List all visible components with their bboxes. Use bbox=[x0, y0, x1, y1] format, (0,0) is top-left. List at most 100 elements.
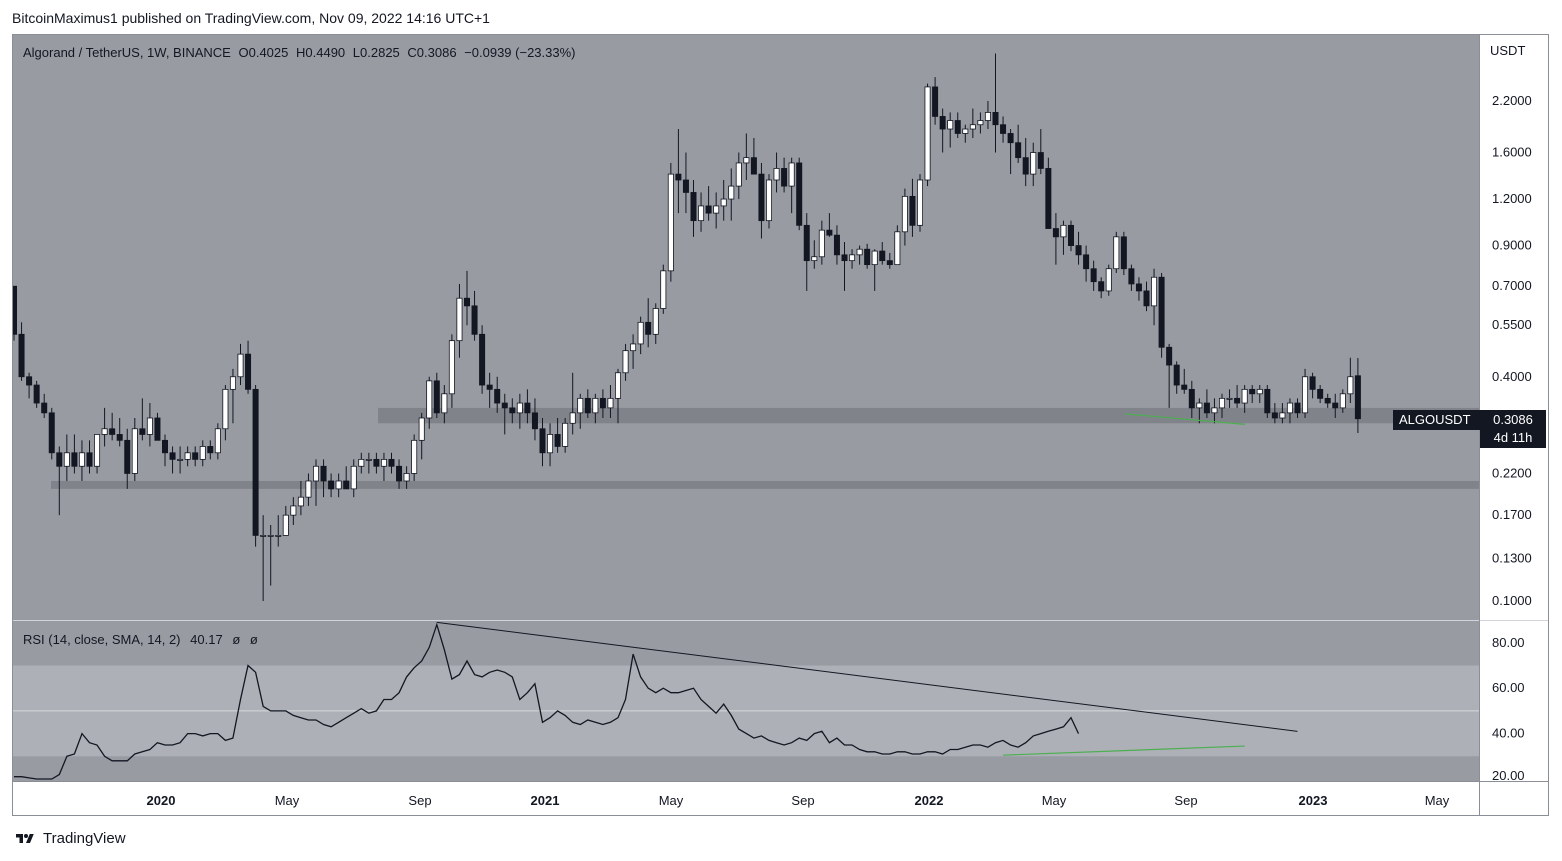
candle[interactable] bbox=[403, 466, 410, 489]
candle[interactable] bbox=[184, 446, 191, 467]
candle[interactable] bbox=[1226, 389, 1233, 408]
chart-svg[interactable]: USDT 2.2000 1.6000 1.2000 0.9000 0.7000 0.5500… bbox=[13, 35, 1548, 815]
candle[interactable] bbox=[305, 473, 312, 506]
candle[interactable] bbox=[479, 325, 486, 394]
candle[interactable] bbox=[758, 162, 765, 239]
candle[interactable] bbox=[592, 393, 599, 424]
candle[interactable] bbox=[1173, 361, 1180, 394]
candle[interactable] bbox=[1271, 403, 1278, 424]
candle[interactable] bbox=[1354, 358, 1361, 434]
candle[interactable] bbox=[71, 434, 78, 474]
candle[interactable] bbox=[1143, 281, 1150, 312]
candle[interactable] bbox=[177, 446, 184, 474]
candle[interactable] bbox=[705, 186, 712, 221]
candle[interactable] bbox=[569, 372, 576, 435]
candle[interactable] bbox=[947, 112, 954, 148]
candle[interactable] bbox=[312, 459, 319, 506]
candle[interactable] bbox=[154, 412, 161, 441]
candle[interactable] bbox=[826, 213, 833, 237]
candle[interactable] bbox=[1211, 398, 1218, 424]
candle[interactable] bbox=[984, 101, 991, 130]
candle[interactable] bbox=[1294, 398, 1301, 418]
candle[interactable] bbox=[577, 393, 584, 429]
candle[interactable] bbox=[932, 77, 939, 125]
candle[interactable] bbox=[539, 417, 546, 467]
candle[interactable] bbox=[728, 168, 735, 221]
candle[interactable] bbox=[818, 220, 825, 265]
candle[interactable] bbox=[13, 285, 17, 341]
footer-brand[interactable]: TradingView bbox=[13, 830, 126, 847]
candle[interactable] bbox=[630, 334, 637, 369]
candle[interactable] bbox=[1196, 398, 1203, 424]
candle[interactable] bbox=[1264, 385, 1271, 418]
candle[interactable] bbox=[879, 242, 886, 265]
candle[interactable] bbox=[275, 515, 282, 547]
candle[interactable] bbox=[18, 322, 25, 381]
candle[interactable] bbox=[335, 473, 342, 498]
candle[interactable] bbox=[1347, 357, 1354, 404]
candle[interactable] bbox=[1241, 385, 1248, 413]
candle[interactable] bbox=[562, 417, 569, 453]
candle[interactable] bbox=[690, 179, 697, 237]
candle[interactable] bbox=[343, 466, 350, 490]
candle[interactable] bbox=[86, 440, 93, 474]
candle[interactable] bbox=[833, 225, 840, 265]
candle[interactable] bbox=[328, 473, 335, 498]
candle[interactable] bbox=[1324, 393, 1331, 408]
candle[interactable] bbox=[41, 393, 48, 418]
candle[interactable] bbox=[290, 497, 297, 525]
candle[interactable] bbox=[924, 83, 931, 187]
candle[interactable] bbox=[743, 133, 750, 180]
candle[interactable] bbox=[1339, 389, 1346, 413]
candle[interactable] bbox=[773, 152, 780, 193]
candle[interactable] bbox=[146, 403, 153, 447]
candle[interactable] bbox=[1113, 231, 1120, 273]
candle[interactable] bbox=[48, 407, 55, 460]
candle[interactable] bbox=[1234, 385, 1241, 408]
candle[interactable] bbox=[720, 179, 727, 221]
candle[interactable] bbox=[320, 459, 327, 498]
candle[interactable] bbox=[1166, 343, 1173, 408]
candle[interactable] bbox=[1090, 260, 1097, 291]
candle[interactable] bbox=[116, 417, 123, 447]
candle[interactable] bbox=[109, 412, 116, 441]
candle[interactable] bbox=[486, 372, 493, 408]
candle[interactable] bbox=[954, 112, 961, 139]
candle[interactable] bbox=[524, 389, 531, 424]
candle[interactable] bbox=[962, 124, 969, 143]
candle[interactable] bbox=[1030, 142, 1037, 187]
candle[interactable] bbox=[396, 459, 403, 489]
candle[interactable] bbox=[682, 152, 689, 214]
candle[interactable] bbox=[94, 434, 101, 474]
candle[interactable] bbox=[547, 423, 554, 467]
candle[interactable] bbox=[1105, 264, 1112, 296]
candle[interactable] bbox=[652, 303, 659, 344]
candle[interactable] bbox=[1279, 403, 1286, 424]
candle[interactable] bbox=[418, 412, 425, 460]
candle[interactable] bbox=[554, 417, 561, 453]
candle[interactable] bbox=[456, 283, 463, 358]
candle[interactable] bbox=[886, 252, 893, 269]
candle[interactable] bbox=[1181, 368, 1188, 394]
candle[interactable] bbox=[169, 446, 176, 474]
candle[interactable] bbox=[841, 242, 848, 291]
candle[interactable] bbox=[645, 298, 652, 348]
candle[interactable] bbox=[1219, 393, 1226, 418]
candle[interactable] bbox=[667, 162, 674, 282]
candle[interactable] bbox=[1045, 157, 1052, 229]
candle[interactable] bbox=[365, 452, 372, 474]
candle[interactable] bbox=[267, 524, 274, 586]
candle[interactable] bbox=[1317, 385, 1324, 404]
candle[interactable] bbox=[297, 480, 304, 516]
candle[interactable] bbox=[1128, 264, 1135, 291]
candle[interactable] bbox=[1007, 129, 1014, 175]
candle[interactable] bbox=[969, 108, 976, 139]
candle[interactable] bbox=[282, 505, 289, 536]
candle[interactable] bbox=[781, 157, 788, 193]
candle[interactable] bbox=[260, 515, 267, 601]
candle[interactable] bbox=[803, 213, 810, 291]
candle[interactable] bbox=[509, 398, 516, 424]
candle[interactable] bbox=[1083, 245, 1090, 282]
candle[interactable] bbox=[531, 398, 538, 441]
candle[interactable] bbox=[788, 157, 795, 214]
